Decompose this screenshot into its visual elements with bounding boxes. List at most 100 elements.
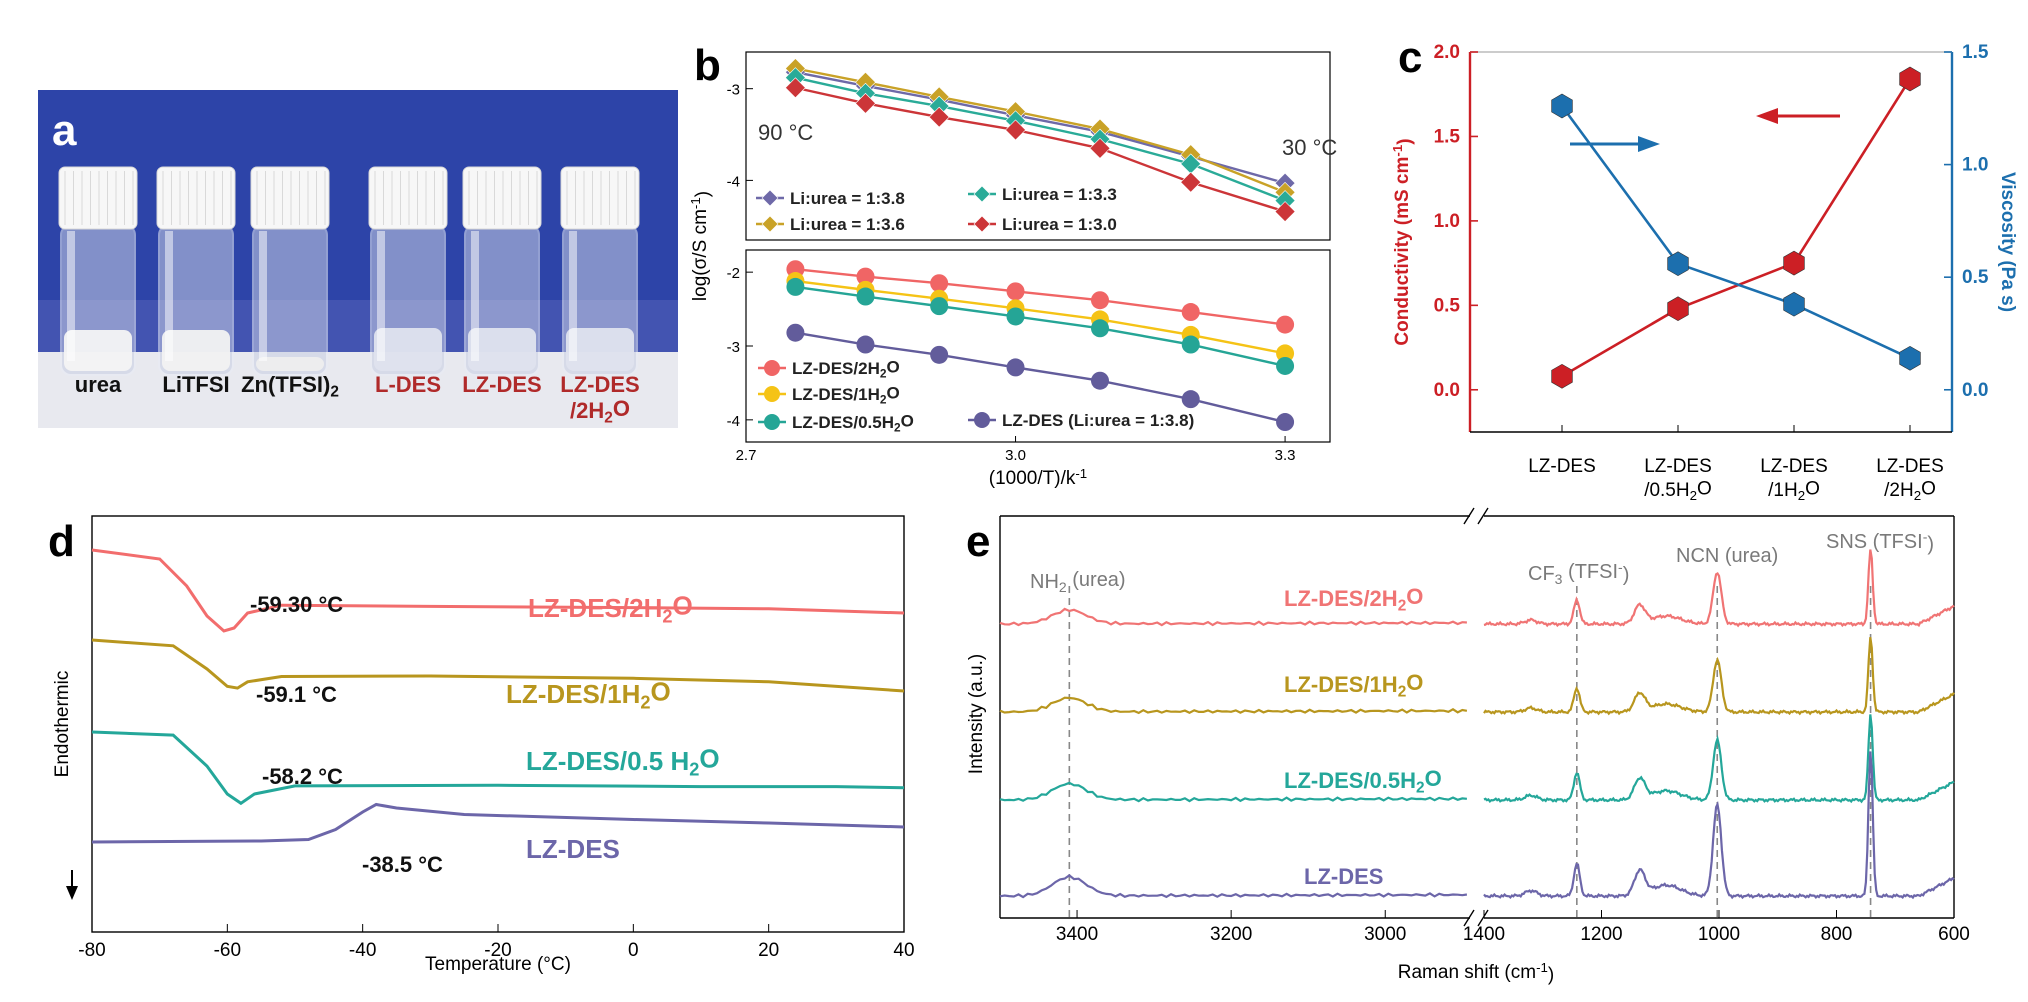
d-xtick-label: -80: [78, 940, 105, 961]
b-bot-point: [930, 274, 949, 293]
d-tg-label: -58.2 °C: [262, 764, 343, 789]
c-conductivity-line: [1561, 78, 1912, 378]
c-left-tick-label: 0.0: [1434, 380, 1460, 401]
e-xtick-label: 1400: [1463, 924, 1505, 945]
c-left-tick-label: 1.5: [1434, 126, 1461, 147]
vial-1: LiTFSI: [156, 166, 236, 397]
vial-highlight: [165, 231, 173, 361]
e-annotation: SNS (TFSI-): [1826, 529, 1934, 556]
panel-a: urea LiTFSI Zn(TFSI)2 L-DES LZ-DES LZ-DES/2H2…: [38, 90, 678, 428]
b-top-point: [928, 106, 950, 128]
d-xtick-label: -60: [214, 940, 241, 961]
d-arrow-head: [66, 886, 78, 900]
vial-3: L-DES: [368, 166, 448, 397]
e-spectrum-right-2: [1483, 714, 1955, 804]
b-bot-point: [1006, 307, 1025, 326]
b-bot-point: [1090, 319, 1109, 338]
c-arrow-right-head: [1638, 136, 1660, 152]
b-top-point: [855, 92, 876, 114]
d-curve-2: [91, 730, 905, 806]
vial-label: urea: [75, 372, 122, 397]
b-bot-point: [856, 287, 875, 306]
c-category-label: LZ-DES: [1528, 456, 1596, 477]
c-conductivity-point: [1551, 363, 1573, 389]
e-xtick-label: 600: [1938, 924, 1970, 945]
vial-contents: [162, 330, 230, 371]
b-bot-point: [786, 277, 805, 296]
c-left-tick-label: 0.5: [1434, 295, 1461, 316]
b-annotation-30C: 30 °C: [1282, 135, 1337, 160]
c-left-tick-label: 1.0: [1434, 211, 1460, 232]
b-xtick-label: 2.7: [736, 447, 757, 464]
b-bottom-plot: -2 -3 -4 2.7 3.0 3.3 LZ-DES/2H2O LZ-DES/1H2O LZ-…: [727, 260, 1296, 464]
c-conductivity-point: [1899, 66, 1921, 92]
c-viscosity-point: [1667, 251, 1689, 277]
d-tg-label: -38.5 °C: [362, 852, 443, 877]
e-xtick-label: 800: [1821, 924, 1853, 945]
b-top-ytick-label: -4: [727, 173, 740, 190]
b-top-legend-marker: [973, 185, 991, 203]
vial-highlight: [569, 231, 577, 361]
c-right-tick-label: 0.0: [1962, 380, 1988, 401]
e-xtick-label: 3200: [1210, 924, 1252, 945]
c-viscosity-line: [1560, 105, 1911, 360]
c-category-label: /0.5H2O: [1644, 478, 1712, 503]
vial-contents: [64, 330, 132, 371]
c-conductivity-point: [1667, 296, 1689, 322]
e-y-axis-label: Intensity (a.u.): [966, 654, 987, 774]
b-bot-point: [930, 345, 949, 364]
vial-cap: [250, 166, 330, 230]
e-xtick-label: 3400: [1056, 924, 1098, 945]
e-spectrum-left-1: [999, 696, 1468, 715]
d-frame: [91, 515, 905, 933]
b-bot-point: [1276, 315, 1295, 334]
d-curve-3: [91, 802, 905, 844]
c-category-label: /1H2O: [1768, 478, 1820, 503]
b-top-legend-marker: [761, 215, 779, 233]
d-curve-1: [91, 638, 905, 693]
e-spectrum-left-3: [999, 874, 1468, 899]
d-series-label: LZ-DES/2H2O: [528, 591, 693, 627]
b-top-legend-label: Li:urea = 1:3.0: [1002, 215, 1117, 234]
b-top-plot: -3 -4 90 °C 30 °C Li:urea = 1:3.8 Li:urea = 1…: [727, 58, 1337, 234]
b-bot-legend-marker: [764, 414, 780, 430]
b-bot-point: [1006, 358, 1025, 377]
d-curve-0: [91, 548, 905, 633]
e-axis-break: [1477, 507, 1489, 525]
b-y-axis-label: log(σ/S cm-1): [688, 191, 714, 301]
c-left-axis-label: Conductivity (mS cm-1): [1390, 138, 1416, 345]
b-bot-legend-marker: [764, 386, 780, 402]
e-x-axis-label: Raman shift (cm-1): [1398, 960, 1554, 986]
e-spectrum-left-0: [999, 607, 1467, 627]
c-arrow-left-head: [1756, 108, 1778, 124]
b-bot-point: [930, 297, 949, 316]
b-bot-point: [1181, 303, 1200, 322]
e-xtick-label: 1000: [1698, 924, 1740, 945]
vial-cap: [462, 166, 542, 230]
b-bot-point: [1181, 335, 1200, 354]
c-viscosity-point: [1783, 291, 1805, 317]
d-plot: -80 -60 -40 -20 0 20 40 -59.30 °C LZ-DES/2H2O -59…: [52, 515, 915, 975]
b-xtick-label: 3.0: [1005, 447, 1026, 464]
panel-d: d -80 -60 -40 -20 0 20 40-59.30 °C LZ-DES/2H2O-…: [48, 515, 915, 975]
e-annotation: NCN (urea): [1676, 545, 1778, 567]
c-conductivity-point: [1783, 250, 1805, 276]
vial-label: LZ-DES: [462, 372, 541, 397]
b-bot-point: [856, 267, 875, 286]
e-plot: 3400 3200 3000 1400 1200 1000 800 600 NH2 (urea)…: [966, 507, 1970, 986]
vial-highlight: [377, 231, 385, 361]
vial-label: /2H2O: [570, 396, 630, 427]
b-top-legend-marker: [973, 215, 991, 233]
panel-label-a: a: [52, 106, 77, 155]
c-right-tick-label: 1.5: [1962, 42, 1989, 63]
vial-cap: [560, 166, 640, 230]
vial-contents: [256, 357, 324, 371]
vial-label: L-DES: [375, 372, 441, 397]
e-spectrum-right-3: [1483, 751, 1955, 900]
e-series-label: LZ-DES: [1304, 864, 1383, 889]
e-axis-break: [1463, 909, 1475, 927]
vial-contents: [468, 328, 536, 371]
vial-label: LZ-DES: [560, 372, 639, 397]
b-xtick-label: 3.3: [1275, 447, 1296, 464]
